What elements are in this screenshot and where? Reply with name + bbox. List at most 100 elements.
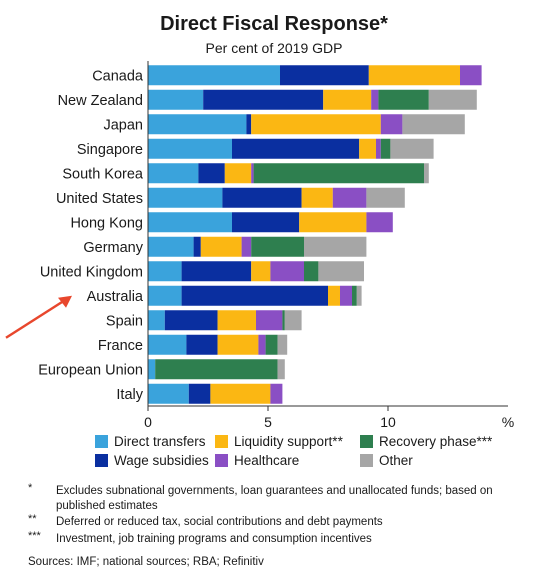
bar-wage-subsidies-hong-kong <box>232 212 300 233</box>
category-label: Japan <box>103 117 143 133</box>
legend-swatch <box>360 454 373 467</box>
category-label: United Kingdom <box>40 264 143 280</box>
bar-healthcare-united-kingdom <box>270 261 304 282</box>
bar-healthcare-italy <box>270 383 283 404</box>
category-label: Spain <box>106 313 143 329</box>
australia-arrow <box>5 295 72 339</box>
category-label: Italy <box>116 387 143 403</box>
legend-item: Recovery phase*** <box>360 434 492 449</box>
footnotes: * Excludes subnational governments, loan … <box>28 482 528 548</box>
bar-direct-transfers-singapore <box>148 138 232 159</box>
legend-label: Wage subsidies <box>114 453 209 468</box>
bar-wage-subsidies-spain <box>164 310 218 331</box>
bar-wage-subsidies-france <box>186 334 218 355</box>
bar-recovery-phase-south-korea <box>253 163 424 184</box>
footnote: ** Deferred or reduced tax, social contri… <box>28 513 528 530</box>
legend-item: Wage subsidies <box>95 453 209 468</box>
legend-label: Direct transfers <box>114 434 206 449</box>
legend-swatch <box>360 435 373 448</box>
footnote-mark: *** <box>28 529 41 542</box>
category-label: European Union <box>38 362 143 378</box>
legend-item: Direct transfers <box>95 434 206 449</box>
bar-wage-subsidies-australia <box>181 285 328 306</box>
footnote: * Excludes subnational governments, loan … <box>28 482 528 513</box>
x-axis: 0 5 10% <box>144 61 514 430</box>
bar-direct-transfers-canada <box>148 65 280 86</box>
legend-swatch <box>215 435 228 448</box>
bar-healthcare-canada <box>460 65 482 86</box>
bar-direct-transfers-south-korea <box>148 163 199 184</box>
arrow-head <box>58 295 72 308</box>
bar-direct-transfers-france <box>148 334 187 355</box>
bar-healthcare-south-korea <box>251 163 254 184</box>
bar-liquidity-support-italy <box>210 383 271 404</box>
bar-other-european-union <box>277 359 285 380</box>
bar-liquidity-support-japan <box>251 114 381 135</box>
bar-liquidity-support-south-korea <box>224 163 252 184</box>
bar-wage-subsidies-italy <box>188 383 211 404</box>
category-label: Australia <box>87 289 144 305</box>
legend-label: Liquidity support** <box>234 434 343 449</box>
bar-other-japan <box>402 114 465 135</box>
bar-wage-subsidies-united-kingdom <box>181 261 252 282</box>
bar-healthcare-japan <box>380 114 403 135</box>
footnote-text: Investment, job training programs and co… <box>56 532 372 545</box>
x-unit-label: % <box>502 414 514 430</box>
bar-wage-subsidies-united-states <box>222 187 302 208</box>
bar-liquidity-support-france <box>217 334 259 355</box>
legend-label: Recovery phase*** <box>379 434 493 449</box>
legend-swatch <box>95 435 108 448</box>
bar-recovery-phase-spain <box>282 310 285 331</box>
bar-healthcare-france <box>258 334 266 355</box>
bar-wage-subsidies-canada <box>280 65 369 86</box>
bar-direct-transfers-australia <box>148 285 182 306</box>
category-labels: Canada New Zealand Japan Singapore South Kor… <box>38 68 144 403</box>
bar-healthcare-singapore <box>376 138 381 159</box>
category-label: Hong Kong <box>70 215 143 231</box>
bar-liquidity-support-spain <box>217 310 256 331</box>
x-tick-label: 0 <box>144 414 152 430</box>
bar-wage-subsidies-singapore <box>232 138 360 159</box>
bar-direct-transfers-japan <box>148 114 247 135</box>
footnote-mark: ** <box>28 513 37 525</box>
bar-recovery-phase-united-kingdom <box>304 261 319 282</box>
bar-liquidity-support-germany <box>200 236 242 257</box>
category-label: South Korea <box>62 166 144 182</box>
bar-direct-transfers-european-union <box>148 359 156 380</box>
bar-liquidity-support-hong-kong <box>299 212 367 233</box>
bar-direct-transfers-hong-kong <box>148 212 232 233</box>
bar-recovery-phase-singapore <box>380 138 391 159</box>
legend-item: Other <box>360 453 413 468</box>
bar-group <box>148 65 482 404</box>
bar-liquidity-support-united-kingdom <box>251 261 271 282</box>
category-label: France <box>98 338 143 354</box>
x-tick-label: 5 <box>264 414 272 430</box>
bar-healthcare-spain <box>256 310 283 331</box>
x-tick-label: 10 <box>380 414 396 430</box>
bar-healthcare-germany <box>241 236 252 257</box>
footnote-text: Deferred or reduced tax, social contribu… <box>56 516 383 528</box>
bar-other-south-korea <box>424 163 429 184</box>
bar-direct-transfers-united-kingdom <box>148 261 182 282</box>
bar-other-australia <box>356 285 362 306</box>
bar-recovery-phase-france <box>265 334 278 355</box>
bar-direct-transfers-united-states <box>148 187 223 208</box>
stacked-bar-chart: Canada New Zealand Japan Singapore South Kor… <box>5 61 514 430</box>
bar-other-united-kingdom <box>318 261 364 282</box>
bar-liquidity-support-singapore <box>359 138 376 159</box>
legend-swatch <box>95 454 108 467</box>
bar-other-new-zealand <box>428 89 477 110</box>
category-label: United States <box>56 191 143 207</box>
bar-healthcare-australia <box>340 285 352 306</box>
bar-direct-transfers-germany <box>148 236 194 257</box>
bar-direct-transfers-italy <box>148 383 189 404</box>
bar-other-united-states <box>366 187 405 208</box>
legend-item: Liquidity support** <box>215 434 343 449</box>
bar-liquidity-support-new-zealand <box>323 89 372 110</box>
category-label: Singapore <box>77 142 143 158</box>
category-label: Canada <box>92 68 144 84</box>
bar-direct-transfers-spain <box>148 310 165 331</box>
bar-other-germany <box>304 236 367 257</box>
chart-subtitle: Per cent of 2019 GDP <box>205 40 343 56</box>
bar-liquidity-support-australia <box>328 285 340 306</box>
